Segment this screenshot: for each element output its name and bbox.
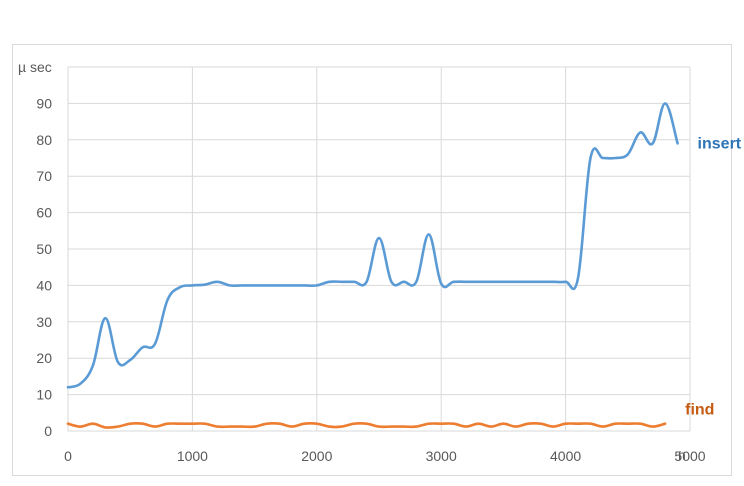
y-tick-label: 60 [36, 205, 52, 221]
y-axis-ticks: 0 10 20 30 40 50 60 70 80 90 [36, 95, 52, 439]
series-line-insert [66, 102, 679, 389]
series-labels: insert find [685, 135, 742, 418]
series-label-insert: insert [698, 135, 742, 152]
y-tick-label: 70 [36, 168, 52, 184]
x-tick-label: 5000 [674, 448, 705, 464]
series-label-find: find [685, 402, 714, 419]
x-axis-label: n [678, 447, 686, 463]
y-tick-label: 30 [36, 314, 52, 330]
y-tick-label: 10 [36, 387, 52, 403]
x-tick-label: 1000 [177, 448, 208, 464]
y-tick-label: 90 [36, 95, 52, 111]
x-tick-label: 3000 [426, 448, 457, 464]
y-tick-label: 80 [36, 132, 52, 148]
y-axis-label: µ sec [18, 59, 52, 75]
x-tick-label: 4000 [550, 448, 581, 464]
y-tick-label: 20 [36, 350, 52, 366]
x-axis-ticks: 0 1000 2000 3000 4000 5000 [64, 448, 706, 464]
y-tick-label: 50 [36, 241, 52, 257]
series-lines [66, 102, 679, 429]
series-line-find [66, 422, 667, 429]
y-tick-label: 40 [36, 277, 52, 293]
x-tick-label: 0 [64, 448, 72, 464]
x-tick-label: 2000 [301, 448, 332, 464]
y-tick-label: 0 [44, 423, 52, 439]
grid-lines [67, 66, 691, 432]
